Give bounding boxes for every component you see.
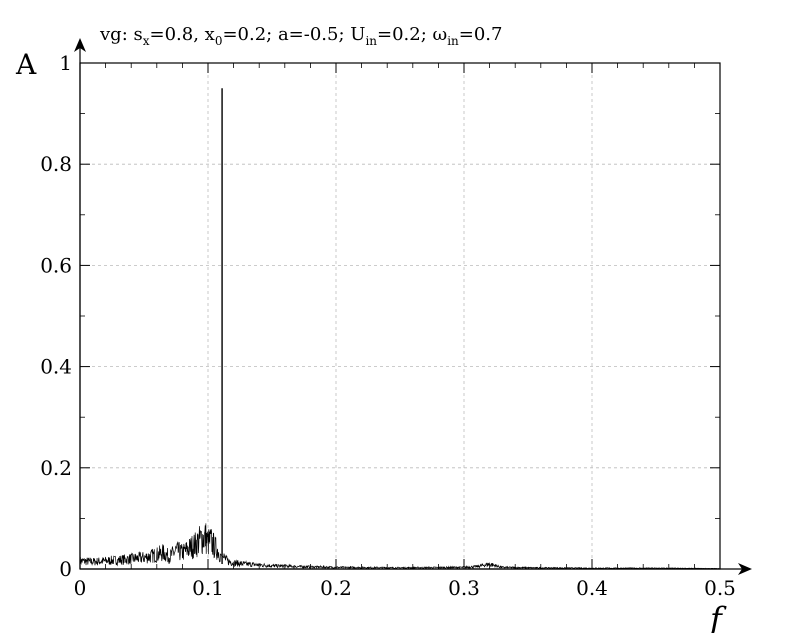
x-tick-label: 0.5 <box>704 576 736 600</box>
series-group <box>79 88 721 570</box>
y-tick-label: 0.2 <box>40 456 72 480</box>
minor-ticks <box>79 62 721 570</box>
y-tick-label: 0.8 <box>40 152 72 176</box>
x-tick-label: 0.2 <box>320 576 352 600</box>
x-axis-label: f <box>708 600 727 633</box>
chart-title: vg: sx=0.8, x0=0.2; a=-0.5; Uin=0.2; ωin… <box>99 24 502 48</box>
spectrum-line <box>79 523 721 570</box>
y-tick-label: 0.4 <box>40 355 72 379</box>
grid-lines <box>80 63 720 569</box>
x-tick-label: 0.1 <box>192 576 224 600</box>
y-axis-arrowhead <box>74 38 86 52</box>
y-tick-label: 0 <box>59 557 72 581</box>
y-tick-label: 0.6 <box>40 253 72 277</box>
y-tick-label: 1 <box>59 51 72 75</box>
y-tick-labels: 0 0.2 0.4 0.6 0.8 1 <box>40 51 72 581</box>
x-tick-label: 0.3 <box>448 576 480 600</box>
plot-frame <box>79 62 721 570</box>
x-tick-label: 0.4 <box>576 576 608 600</box>
y-axis-label: A <box>15 48 37 81</box>
x-tick-labels: 0 0.1 0.2 0.3 0.4 0.5 <box>74 576 736 600</box>
x-tick-label: 0 <box>74 576 87 600</box>
x-axis-arrowhead <box>738 563 752 575</box>
